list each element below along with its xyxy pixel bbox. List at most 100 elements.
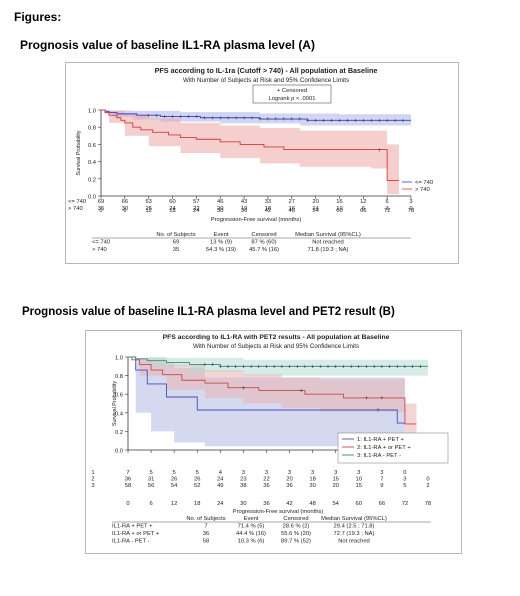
chart-panel-a: PFS according to IL-1ra (Cutoff > 740) -… [65,62,459,264]
censor-mark: + [171,115,175,121]
censor-mark: + [272,365,276,371]
x-tick-label: 78 [425,501,431,507]
chart-title: PFS according to IL1-RA with PET2 result… [163,334,390,341]
censor-mark: + [249,365,253,371]
table-cell: 58 [203,539,209,545]
x-tick-label: 30 [217,208,223,214]
table-cell: 89.7 % (52) [281,539,311,545]
at-risk-count: 4 [219,470,223,476]
at-risk-count: 3 [242,470,245,476]
censor-mark: + [242,386,246,392]
legend-entry: 1: IL1-RA + PET + [357,437,405,443]
censor-mark: + [218,116,222,122]
censor-mark: + [298,117,302,123]
table-cell: 72.7 (19.3 ; NA) [334,531,375,537]
censor-mark: + [265,365,269,371]
censor-mark: + [187,115,191,121]
at-risk-count: 19 [241,206,247,212]
at-risk-count: 54 [171,483,178,489]
censor-mark: + [306,119,310,125]
legend-entry: 2: IL1-RA + or PET + [357,445,411,451]
censor-mark: + [377,148,381,154]
at-risk-count: 24 [169,206,176,212]
censor-mark: + [388,365,392,371]
at-risk-count: 18 [265,206,271,212]
censor-mark: + [147,113,151,119]
table-cell: IL1-RA + PET + [112,524,153,530]
y-tick-label: 0.0 [115,449,123,455]
at-risk-count: 0 [426,477,429,483]
at-risk-count: 26 [171,477,177,483]
censor-mark: + [380,365,384,371]
at-risk-count: 36 [286,483,292,489]
censor-mark: + [369,119,373,125]
x-tick-label: 12 [145,208,151,214]
legend-entry: 3: IL1-RA - PET - [357,453,401,459]
at-risk-count: 6 [362,206,365,212]
censor-mark: + [372,365,376,371]
x-tick-label: 0 [126,501,129,507]
x-tick-label: 66 [379,501,385,507]
table-header: Censored [283,516,308,522]
table-cell: 29.4 (2.5 ; 71.8) [334,524,375,530]
at-risk-count: 38 [240,483,246,489]
censor-mark: + [266,117,270,123]
censor-mark: + [274,117,278,123]
at-risk-count: 22 [193,206,199,212]
legend-censored-label: + Censored [277,88,307,94]
censor-mark: + [349,365,353,371]
table-cell: 44.4 % (16) [236,531,266,537]
censor-mark: + [195,115,199,121]
line-label: > 740 [415,187,430,193]
at-risk-count: 36 [263,483,269,489]
censor-mark: + [365,365,369,371]
table-cell: <= 740 [92,240,110,246]
at-risk-count: 30 [309,483,315,489]
y-tick-label: 0.6 [115,393,123,399]
censor-mark: + [155,113,159,119]
at-risk-count: 20 [312,199,318,205]
censor-mark: + [362,119,366,125]
at-risk-count: 0 [409,206,412,212]
table-cell: 28.6 % (2) [283,524,310,530]
legend-box [337,432,449,464]
at-risk-count: 22 [263,477,269,483]
x-tick-label: 54 [312,208,319,214]
y-tick-label: 0.2 [88,177,96,183]
table-cell: 71.8 (19.3 ; NA) [308,247,349,253]
at-risk-count: 3 [357,470,360,476]
x-tick-label: 42 [265,208,271,214]
x-tick-label: 24 [193,208,200,214]
censor-mark: + [365,396,369,402]
table-cell: 45.7 % (16) [249,247,279,253]
km-chart-a: PFS according to IL-1ra (Cutoff > 740) -… [68,66,433,253]
figures-heading: Figures: [14,10,62,24]
x-tick-label: 24 [217,501,224,507]
censor-mark: + [282,117,286,123]
survival-curve-series-2 [128,356,417,425]
at-risk-count: 7 [126,470,129,476]
at-risk-count: 43 [241,199,247,205]
survival-curve-series-2 [101,109,400,181]
y-tick-label: 0.4 [115,411,124,417]
at-risk-count: 57 [193,199,199,205]
table-header: No. of Subjects [186,516,225,522]
at-risk-row-label: <= 740 [68,199,86,205]
at-risk-count: 23 [240,477,246,483]
at-risk-count: 9 [380,483,383,489]
at-risk-count: 14 [312,206,319,212]
censor-mark: + [354,119,358,125]
table-cell: 54.3 % (19) [206,247,236,253]
at-risk-count: 25 [145,206,151,212]
at-risk-count: 16 [289,206,295,212]
at-risk-count: 31 [148,477,154,483]
censor-mark: + [376,408,380,414]
at-risk-count: 56 [148,483,154,489]
y-tick-label: 0.0 [88,195,96,201]
table-header: Event [244,516,259,522]
at-risk-count: 5 [173,470,176,476]
at-risk-count: 18 [309,477,315,483]
y-tick-label: 1.0 [115,356,123,362]
censor-mark: + [322,119,326,125]
at-risk-count: 52 [194,483,200,489]
